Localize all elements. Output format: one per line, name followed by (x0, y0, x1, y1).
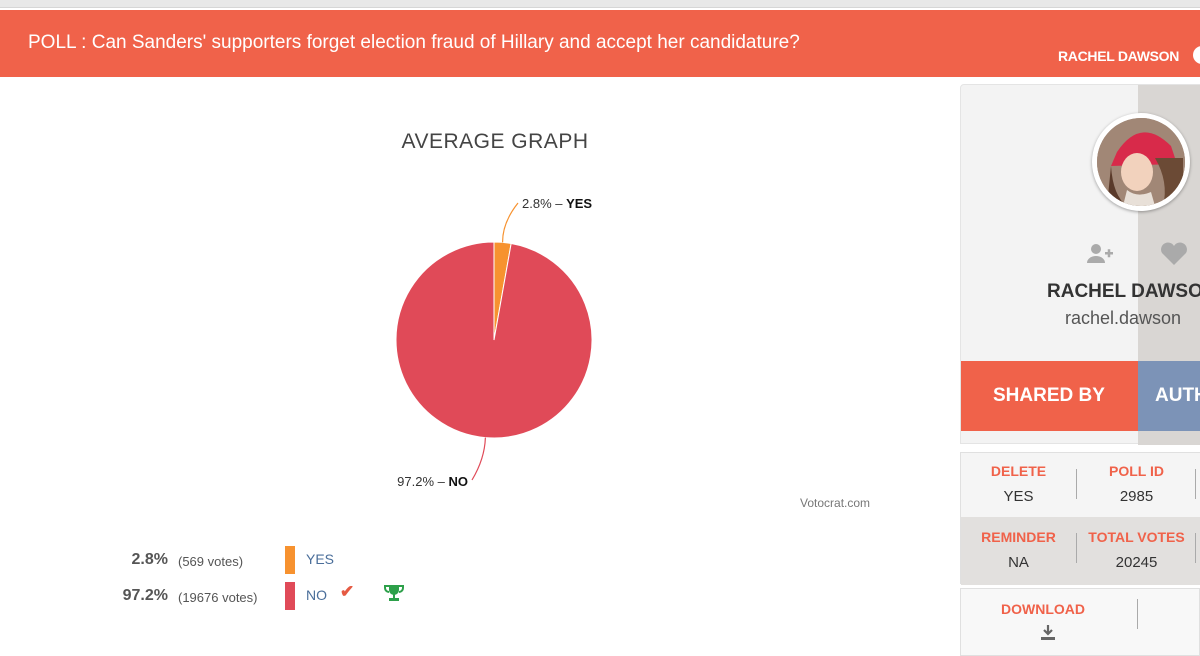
download-card[interactable]: DOWNLOAD (960, 588, 1200, 656)
profile-name[interactable]: RACHEL DAWSO (1047, 281, 1200, 302)
reminder-label: REMINDER (981, 529, 1056, 545)
pie-label-no: 97.2% – NO (397, 474, 468, 489)
result-label: NO (306, 587, 327, 603)
tab-author[interactable]: AUTH (1138, 361, 1200, 431)
total-votes-label: TOTAL VOTES (1088, 529, 1185, 545)
heart-icon[interactable] (1159, 241, 1189, 267)
panel-tabs: SHARED BY AUTH (961, 361, 1200, 431)
profile-handle: rachel.dawson (1065, 308, 1182, 328)
divider (1076, 469, 1077, 499)
header-avatar-icon[interactable] (1193, 46, 1200, 64)
info-row: DELETE YES POLL ID 2985 (961, 453, 1200, 517)
total-votes-value: 20245 (1115, 554, 1158, 571)
poll-id-value: 2985 (1119, 488, 1154, 505)
checkmark-icon: ✔ (340, 582, 355, 601)
divider (1076, 533, 1077, 563)
watermark: Votocrat.com (800, 496, 871, 510)
result-label: YES (306, 551, 335, 567)
header-user-name[interactable]: RACHEL DAWSON (1058, 48, 1180, 64)
divider (1195, 469, 1196, 499)
delete-cell[interactable]: DELETE YES (961, 463, 1076, 505)
poll-info-card: DELETE YES POLL ID 2985 REMINDER NA TOTA… (960, 452, 1200, 585)
graph-title: AVERAGE GRAPH (401, 130, 589, 153)
add-user-icon[interactable] (1085, 241, 1115, 267)
reminder-value: NA (1008, 554, 1029, 571)
result-votes: (569 votes) (178, 554, 244, 569)
profile-card: RACHEL DAWSO rachel.dawson SHARED BY AUT… (960, 84, 1200, 445)
delete-value: YES (1003, 488, 1034, 505)
pie-chart: 2.8% – YES 97.2% – NO (395, 196, 593, 489)
pie-slice-no (395, 241, 593, 439)
pie-label-yes: 2.8% – YES (522, 196, 592, 211)
total-votes-cell: TOTAL VOTES 20245 (1079, 529, 1194, 571)
poll-id-label: POLL ID (1109, 463, 1164, 479)
result-color-bar (285, 582, 295, 610)
download-icon[interactable] (1039, 623, 1057, 641)
delete-label: DELETE (990, 463, 1047, 479)
result-percent: 2.8% (131, 551, 168, 568)
avatar[interactable] (1092, 113, 1190, 211)
result-row-yes: 2.8% (569 votes) YES (0, 542, 600, 576)
divider (1137, 599, 1138, 629)
info-row: REMINDER NA TOTAL VOTES 20245 (961, 517, 1200, 585)
divider (1195, 533, 1196, 563)
avatar-photo (1097, 118, 1185, 206)
result-row-no: 97.2% (19676 votes) NO ✔ (0, 578, 600, 612)
poll-id-cell: POLL ID 2985 (1079, 463, 1194, 505)
poll-title: POLL : Can Sanders' supporters forget el… (28, 32, 800, 53)
result-votes: (19676 votes) (178, 590, 258, 605)
trophy-icon (384, 585, 404, 601)
author-side-panel: RACHEL DAWSO rachel.dawson SHARED BY AUT… (960, 84, 1200, 656)
result-color-bar (285, 546, 295, 574)
result-percent: 97.2% (122, 587, 168, 604)
reminder-cell[interactable]: REMINDER NA (961, 529, 1076, 571)
browser-top-strip (0, 0, 1200, 8)
poll-header-bar: POLL : Can Sanders' supporters forget el… (0, 10, 1200, 77)
download-label[interactable]: DOWNLOAD (1001, 601, 1085, 617)
avatar-photo-graphic (1097, 118, 1185, 206)
pie-leader-line (502, 202, 519, 243)
pie-leader-line (471, 437, 486, 481)
tab-shared-by[interactable]: SHARED BY (961, 361, 1138, 431)
